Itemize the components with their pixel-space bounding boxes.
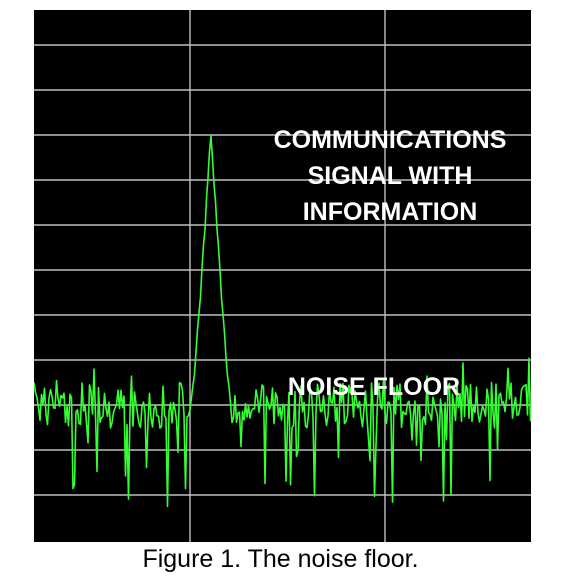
signal-annotation-line-3: INFORMATION: [302, 198, 478, 226]
signal-annotation-line-1: COMMUNICATIONS: [273, 126, 507, 154]
signal-trace: [34, 135, 531, 508]
grid-lines: [34, 10, 531, 542]
signal-annotation: COMMUNICATIONS SIGNAL WITH INFORMATION: [250, 122, 530, 230]
noise-floor-label: NOISE FLOOR: [287, 373, 461, 401]
spectrum-display: COMMUNICATIONS SIGNAL WITH INFORMATION N…: [34, 10, 531, 542]
spectrum-plot: [34, 10, 531, 542]
signal-annotation-line-2: SIGNAL WITH: [307, 162, 473, 190]
figure-caption: Figure 1. The noise floor.: [142, 545, 419, 573]
